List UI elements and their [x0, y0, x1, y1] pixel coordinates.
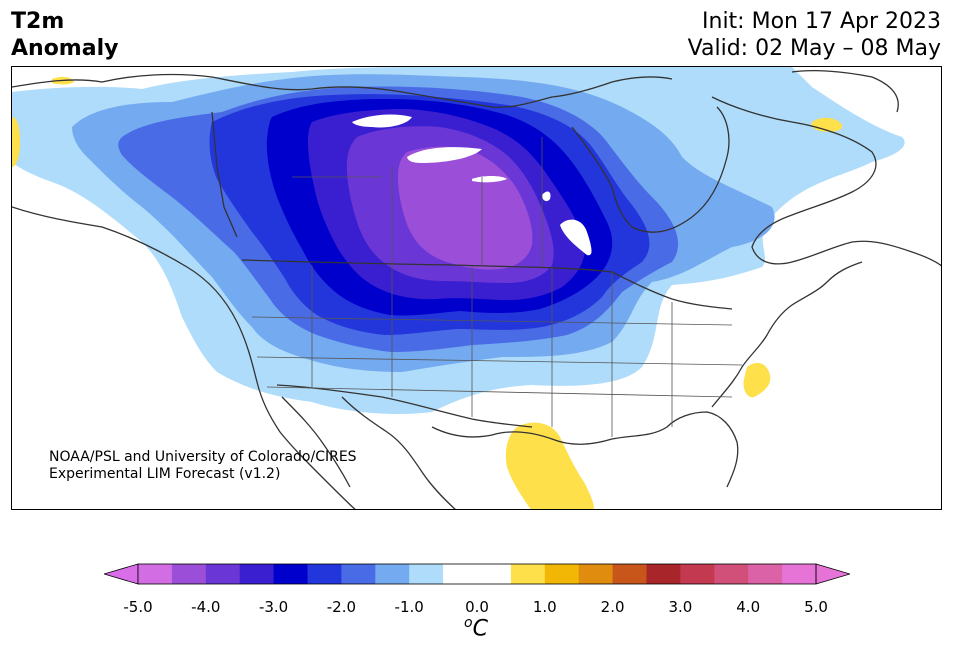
- colorbar-tick-label: 0.0: [465, 598, 489, 616]
- colorbar-tick-label: -4.0: [191, 598, 221, 616]
- colorbar-cell: [443, 564, 478, 584]
- init-date: Init: Mon 17 Apr 2023: [702, 9, 941, 34]
- anomaly-contours: [12, 67, 905, 509]
- arctic-coast: [12, 73, 673, 108]
- colorbar-cell: [273, 564, 308, 584]
- units-degree: o: [464, 615, 473, 631]
- gulf-coast: [431, 411, 739, 488]
- coastlines-and-borders: [12, 69, 941, 509]
- colorbar-tick-label: -2.0: [326, 598, 357, 616]
- warm-anomaly-southwest: [505, 422, 594, 509]
- credit-text: NOAA/PSL and University of Colorado/CIRE…: [49, 449, 357, 483]
- state-line-9: [266, 386, 733, 398]
- colorbar-cell: [409, 564, 444, 584]
- great-slave-lake: [407, 147, 482, 163]
- colorbar-cell: [171, 564, 207, 584]
- colorbar-cell: [680, 564, 715, 584]
- colorbar-cell: [205, 564, 241, 584]
- colorbar-cells: [138, 564, 817, 584]
- lake-athabasca: [472, 176, 507, 183]
- colorbar-outline: [137, 563, 817, 585]
- colorbar-cell: [578, 564, 614, 584]
- colorbar-tick-label: 3.0: [668, 598, 693, 616]
- lake-masks: [352, 114, 592, 256]
- lake-winnipeg: [560, 219, 592, 256]
- colorbar-tick-label: 4.0: [736, 598, 761, 616]
- colorbar-tick-label: -3.0: [258, 598, 289, 616]
- warm-anomaly-carolina: [743, 362, 771, 398]
- title-variable: T2m: [11, 9, 65, 34]
- colorbar-cell: [782, 564, 817, 584]
- colorbar-under-arrow: [104, 563, 139, 585]
- colorbar-cell: [138, 564, 173, 584]
- mexico-coast: [341, 396, 456, 509]
- anomaly-map: [12, 67, 941, 509]
- state-line-8: [256, 356, 743, 366]
- colorbar-cell: [341, 564, 376, 584]
- colorbar-cell: [375, 564, 410, 584]
- valid-period: Valid: 02 May – 08 May: [687, 36, 941, 61]
- reindeer-lake: [542, 191, 551, 202]
- colorbar-cell: [646, 564, 681, 584]
- map-panel: [11, 66, 942, 510]
- colorbar: [104, 563, 850, 585]
- us-mexico-border: [276, 384, 533, 428]
- colorbar-cell: [239, 564, 275, 584]
- colorbar-over-arrow: [815, 563, 850, 585]
- hudson-bay-coast: [571, 106, 730, 233]
- east-coast: [711, 261, 863, 408]
- colorbar-cell: [477, 564, 512, 584]
- colorbar-tick-label: 5.0: [804, 598, 828, 616]
- colorbar-cell: [714, 564, 749, 584]
- warm-anomaly-westedge: [12, 117, 20, 167]
- forecast-dates: Init: Mon 17 Apr 2023 Valid: 02 May – 08…: [688, 8, 941, 62]
- colorbar-tick-label: 2.0: [600, 598, 625, 616]
- credit-line-1: NOAA/PSL and University of Colorado/CIRE…: [49, 449, 357, 465]
- colorbar-cell: [544, 564, 580, 584]
- state-line-7: [251, 316, 733, 326]
- greenland-coast: [791, 69, 899, 113]
- colorbar-cell: [748, 564, 783, 584]
- baja-peninsula: [281, 396, 351, 488]
- alaska-border: [211, 111, 238, 238]
- labrador-coast: [711, 96, 941, 267]
- colorbar-tick-label: -5.0: [123, 598, 153, 616]
- colorbar-units: oC: [464, 615, 488, 641]
- colorbar-cell: [612, 564, 647, 584]
- colorbar-tick-label: -1.0: [394, 598, 424, 616]
- province-state-lines: [251, 137, 743, 437]
- credit-line-2: Experimental LIM Forecast (v1.2): [49, 466, 281, 482]
- colorbar-tick-label: 1.0: [532, 598, 557, 616]
- great-bear-lake: [352, 114, 412, 128]
- title-type: Anomaly: [11, 36, 119, 61]
- canada-us-border: [241, 259, 733, 310]
- colorbar-cell: [510, 564, 546, 584]
- units-celsius: C: [472, 616, 488, 642]
- map-title: T2m Anomaly: [11, 8, 118, 62]
- west-coast: [12, 206, 356, 509]
- colorbar-cell: [307, 564, 342, 584]
